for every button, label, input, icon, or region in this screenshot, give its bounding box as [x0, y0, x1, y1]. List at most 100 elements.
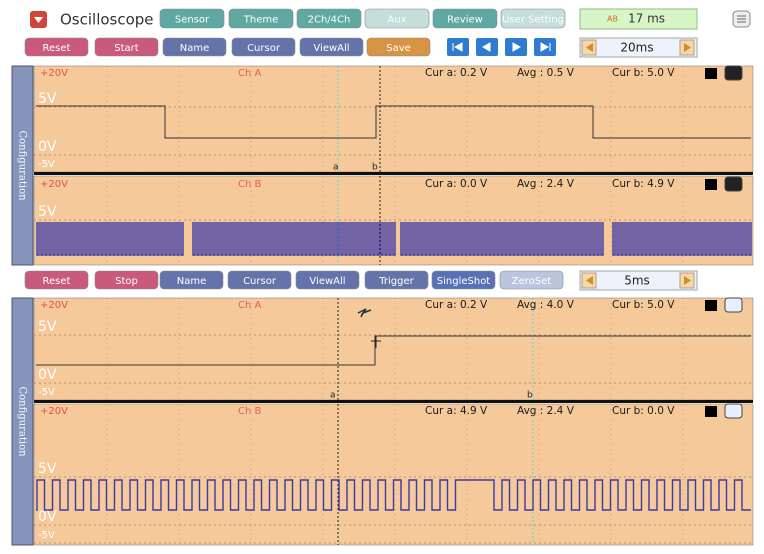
range-label: +20V: [40, 179, 68, 190]
cursor-marker: b: [372, 163, 378, 173]
channel-toggle[interactable]: [724, 297, 743, 313]
tab[interactable]: [159, 8, 225, 29]
separator: [34, 400, 753, 403]
tab[interactable]: [500, 8, 566, 29]
toolbar-button-label: Cursor: [247, 43, 281, 54]
toolbar-button[interactable]: [431, 270, 496, 290]
readout: Cur a: 0.0 V: [425, 178, 488, 190]
toolbar-button-label: Stop: [115, 276, 138, 287]
toolbar-button-label: Reset: [43, 276, 71, 287]
range-label: +20V: [40, 68, 68, 79]
timebase-box: [579, 270, 698, 291]
toolbar-button-label: ViewAll: [309, 276, 345, 287]
cursor-marker: a: [333, 163, 339, 173]
tab[interactable]: [364, 8, 430, 29]
toolbar-button[interactable]: [366, 37, 431, 57]
toolbar-button[interactable]: [24, 37, 89, 57]
channel-toggle[interactable]: [724, 403, 743, 419]
readout: Cur b: 5.0 V: [612, 67, 675, 79]
tab-label: User Setting: [502, 15, 564, 26]
readout: Cur a: 0.2 V: [425, 299, 488, 311]
toolbar-button[interactable]: [94, 270, 159, 290]
channel-name: Ch B: [238, 406, 261, 417]
tab-label: Theme: [243, 15, 279, 26]
toolbar-button[interactable]: [295, 270, 360, 290]
arrow: [586, 43, 593, 52]
channel-color[interactable]: [705, 179, 717, 190]
channel-color[interactable]: [705, 68, 717, 79]
tab-label: Review: [447, 15, 483, 26]
nav-icon: [540, 42, 551, 52]
cursor-marker: b: [527, 391, 533, 401]
toolbar-button-label: Save: [386, 43, 411, 54]
readout: Avg : 0.5 V: [517, 67, 575, 79]
toolbar-button[interactable]: [364, 270, 429, 290]
side-tab[interactable]: [11, 297, 34, 546]
toolbar-button-label: Start: [114, 43, 139, 54]
toolbar-button-label: ViewAll: [313, 43, 349, 54]
trigger-icon: [357, 308, 372, 318]
time-icon: AB: [607, 15, 618, 24]
channel-toggle[interactable]: [724, 176, 743, 192]
toolbar-button[interactable]: [227, 270, 292, 290]
toolbar-button-label: Reset: [43, 43, 71, 54]
tab[interactable]: [228, 8, 294, 29]
toolbar-button[interactable]: [299, 37, 364, 57]
readout: Cur a: 0.2 V: [425, 67, 488, 79]
side-label: Configuration: [17, 386, 28, 457]
cursor-marker: a: [330, 391, 336, 401]
tab[interactable]: [296, 8, 362, 29]
level-label: 5V: [38, 204, 57, 220]
level-label: 5V: [38, 91, 57, 107]
tab-label: Sensor: [175, 15, 210, 26]
separator: [34, 172, 753, 175]
readout: Avg : 2.4 V: [517, 178, 575, 190]
level-label: 5V: [38, 461, 57, 477]
toolbar-button-label: Name: [177, 276, 207, 287]
nav-icon: [512, 42, 522, 52]
level-label: -5V: [38, 530, 55, 541]
arrow: [586, 276, 593, 285]
toolbar-button[interactable]: [162, 37, 227, 57]
level-label: -5V: [38, 159, 55, 170]
side-tab[interactable]: [11, 65, 34, 266]
toolbar-button[interactable]: [159, 270, 224, 290]
plot-area: [33, 65, 754, 173]
tab[interactable]: [432, 8, 498, 29]
toolbar-button[interactable]: [231, 37, 296, 57]
channel-toggle[interactable]: [724, 65, 743, 81]
toolbar-button-label: Trigger: [378, 276, 414, 287]
channel-name: Ch B: [238, 179, 261, 190]
level-label: 5V: [38, 319, 57, 335]
range-label: +20V: [40, 300, 68, 311]
waveform: [36, 335, 751, 366]
timebase-box: [579, 37, 698, 58]
plot-area: [33, 297, 754, 401]
toolbar-button-label: SingleShot: [437, 276, 491, 287]
readout: Cur b: 0.0 V: [612, 405, 675, 417]
readout: Cur a: 4.9 V: [425, 405, 488, 417]
toolbar-button[interactable]: [499, 270, 564, 290]
tab-label: 2Ch/4Ch: [308, 15, 351, 26]
toolbar-button[interactable]: [24, 270, 89, 290]
toolbar-button-label: ZeroSet: [512, 276, 552, 287]
channel-color[interactable]: [705, 300, 717, 311]
timebase: 5ms: [624, 274, 650, 288]
settings-icon: [737, 15, 746, 23]
level-label: 0V: [38, 509, 57, 525]
level-label: 0V: [38, 367, 57, 383]
arrow: [684, 276, 691, 285]
range-label: +20V: [40, 406, 68, 417]
waveform: [36, 479, 751, 511]
toolbar-button-label: Name: [180, 43, 210, 54]
toolbar-button[interactable]: [94, 37, 159, 57]
menu-arrow: [34, 17, 43, 23]
cursor-cross: [371, 336, 381, 348]
channel-name: Ch A: [238, 300, 261, 311]
level-label: -5V: [38, 387, 55, 398]
channel-name: Ch A: [238, 68, 261, 79]
readout: Avg : 4.0 V: [517, 299, 575, 311]
timebase: 20ms: [620, 41, 653, 55]
side-label: Configuration: [17, 130, 28, 201]
channel-color[interactable]: [705, 406, 717, 417]
